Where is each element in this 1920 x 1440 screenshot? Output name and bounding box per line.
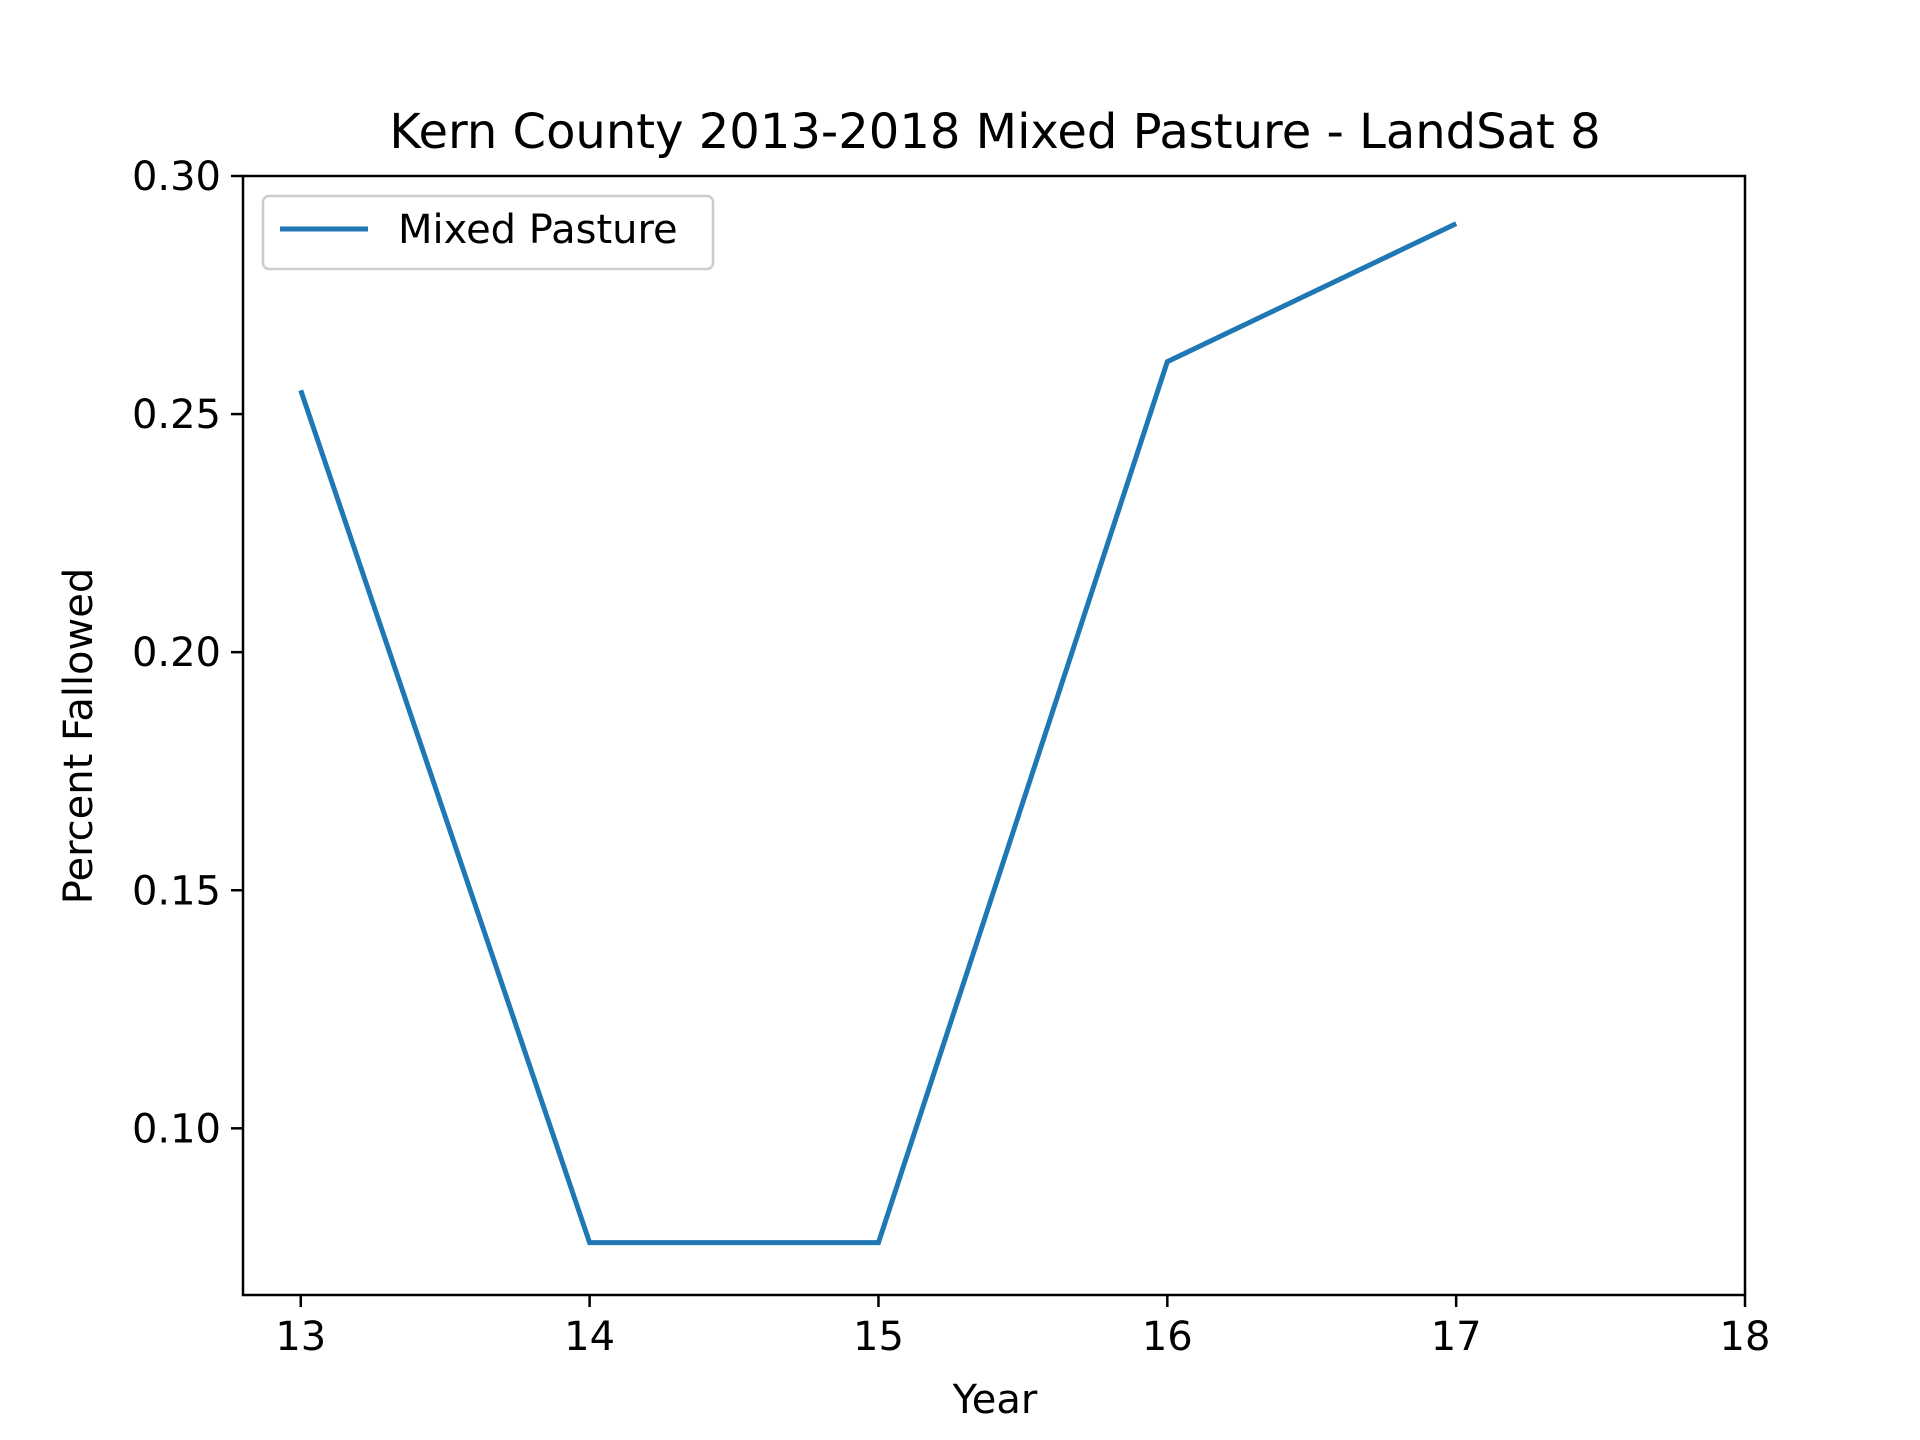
y-tick-label: 0.15 <box>132 868 221 914</box>
chart-title: Kern County 2013-2018 Mixed Pasture - La… <box>389 104 1600 160</box>
x-tick-label: 17 <box>1431 1314 1482 1360</box>
y-tick-label: 0.30 <box>132 154 221 200</box>
x-tick-label: 16 <box>1142 1314 1193 1360</box>
legend-box <box>261 194 715 271</box>
y-tick-label: 0.10 <box>132 1106 221 1152</box>
series-group <box>298 221 1458 1246</box>
legend-label: Mixed Pasture <box>398 207 678 253</box>
x-tick-label: 13 <box>275 1314 326 1360</box>
x-tick-label: 15 <box>853 1314 904 1360</box>
plot-area-frame <box>241 174 1747 1297</box>
x-tick-label: 14 <box>564 1314 615 1360</box>
y-axis-label: Percent Fallowed <box>56 568 102 904</box>
y-axis-ticks: 0.10 0.15 0.20 0.25 0.30 <box>132 154 243 1152</box>
y-tick-label: 0.25 <box>132 392 221 438</box>
x-axis-label: Year <box>952 1377 1038 1423</box>
x-tick-label: 18 <box>1720 1314 1771 1360</box>
x-axis-ticks: 13 14 15 16 17 18 <box>275 1295 1770 1360</box>
legend: Mixed Pasture <box>261 194 715 271</box>
y-tick-label: 0.20 <box>132 630 221 676</box>
